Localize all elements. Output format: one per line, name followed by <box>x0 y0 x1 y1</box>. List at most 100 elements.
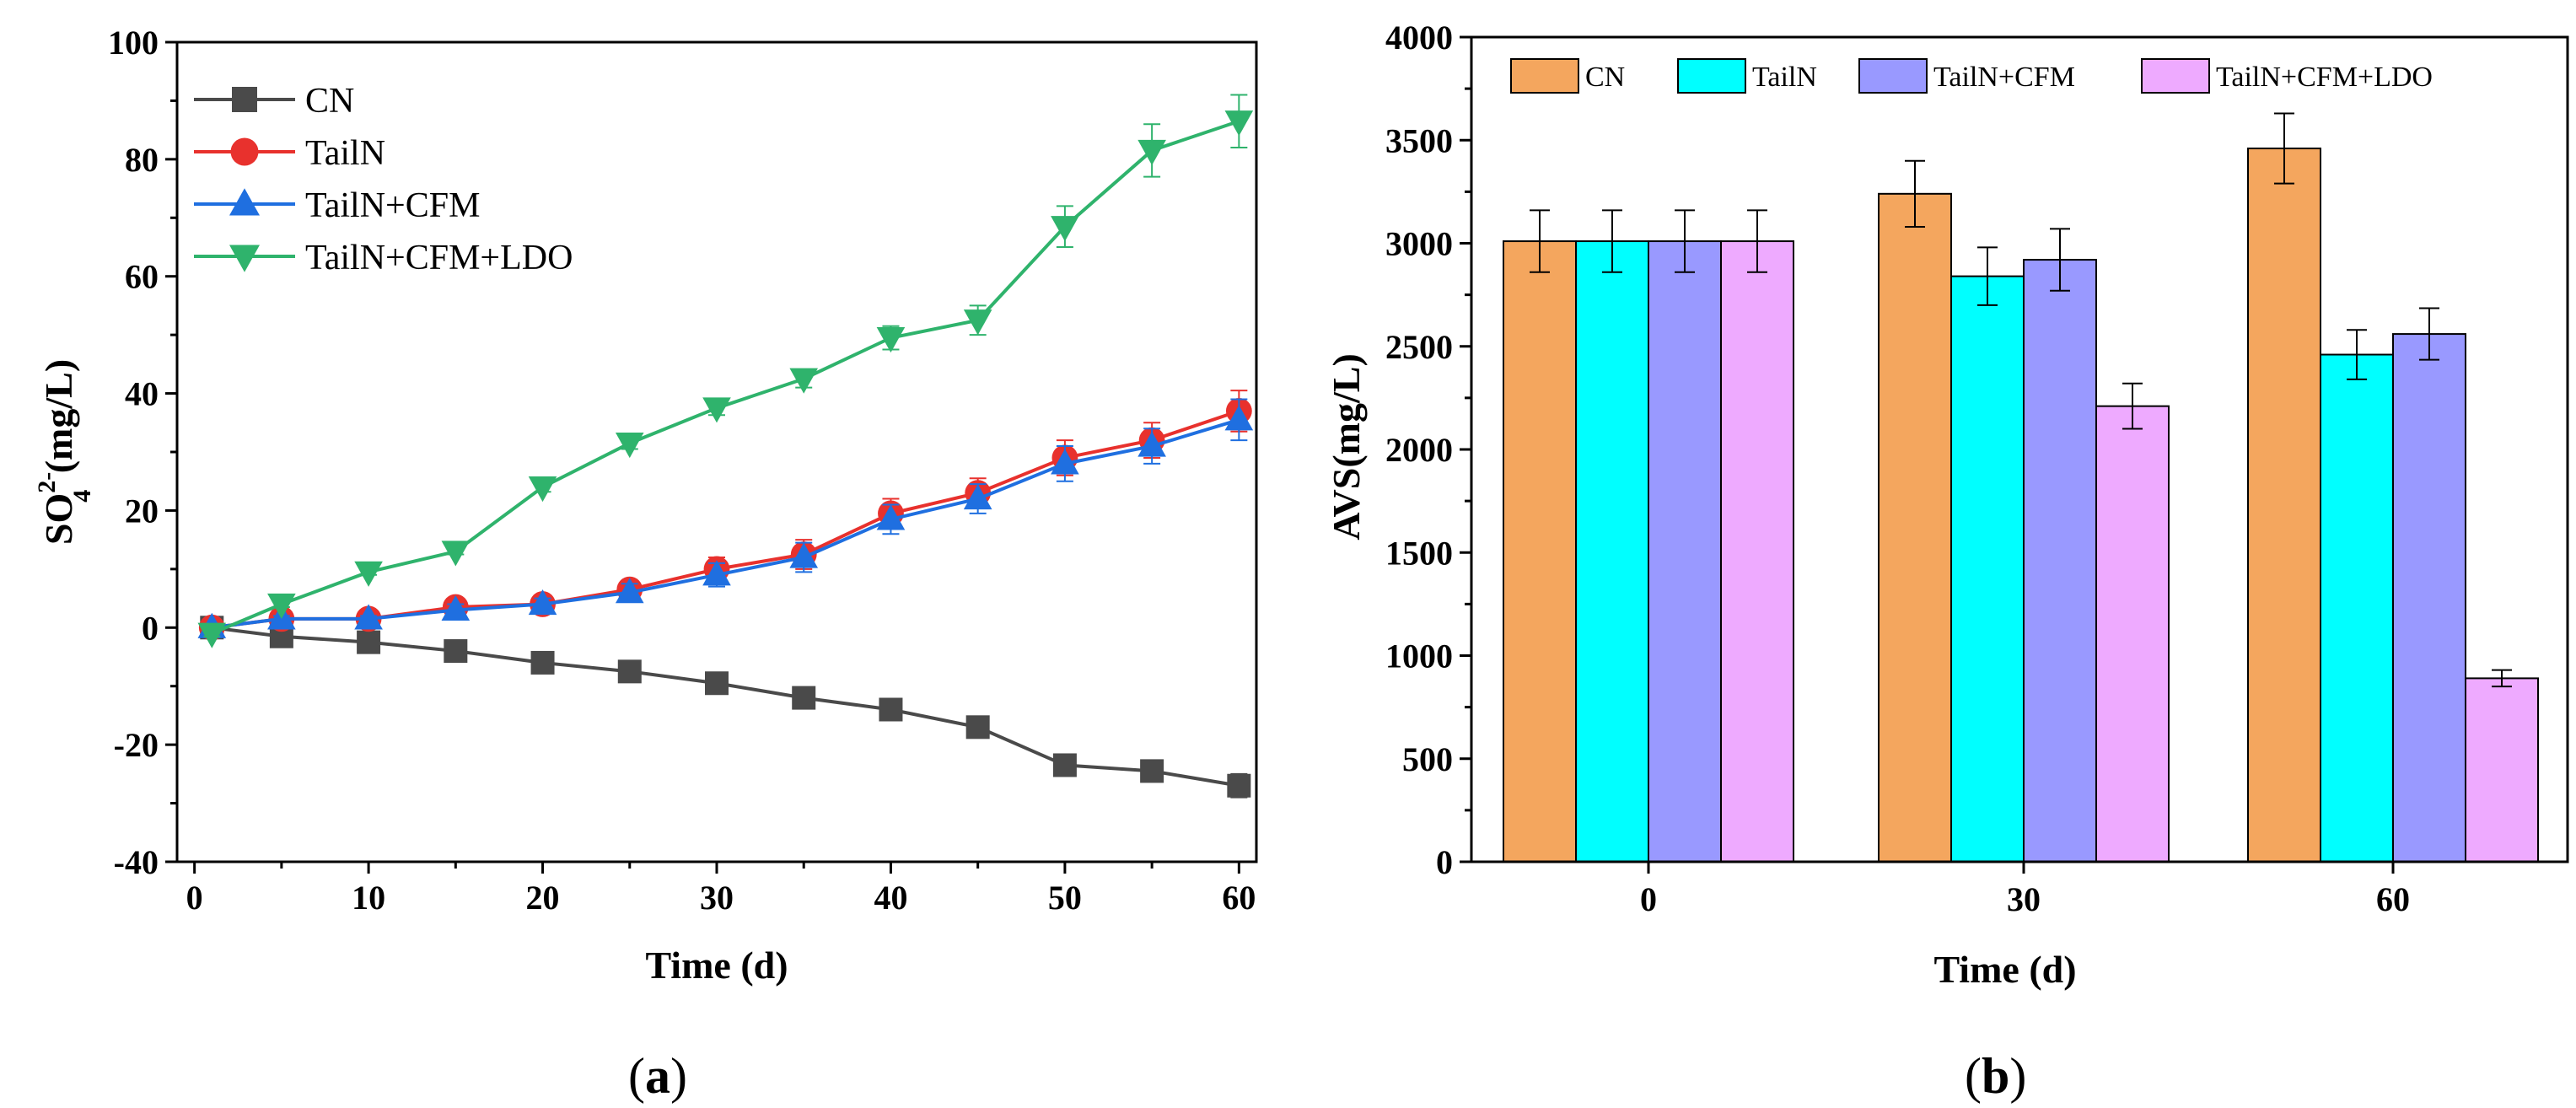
panel-a-series <box>197 94 1254 799</box>
legend-item-cn: CN <box>1510 58 1625 94</box>
y-tick-label: 100 <box>108 24 159 62</box>
legend-label: TailN <box>1752 62 1817 93</box>
data-point-tailn-cfm <box>1224 405 1254 431</box>
data-point-cn <box>1140 759 1164 783</box>
y-tick-label: -20 <box>114 726 159 764</box>
legend-label: TailN+CFM <box>1933 62 2075 93</box>
legend-item-tailn: TailN <box>194 134 385 173</box>
data-point-tailn-cfm <box>354 604 383 630</box>
data-point-cn <box>617 659 642 684</box>
panel-b-x-axis-title: Time (d) <box>1933 948 2076 991</box>
y-tick-label: 20 <box>125 492 159 530</box>
panel-b-label-open: ( <box>1965 1048 1982 1104</box>
data-point-cn <box>1227 773 1251 798</box>
panel-a-y-axis-title: SO2- 4 (mg/L) <box>33 359 96 545</box>
legend-label: CN <box>1585 62 1625 93</box>
x-tick-label: 30 <box>700 879 734 917</box>
panel-b-bars <box>1503 112 2539 863</box>
series-tailn-cfm-ldo <box>197 94 1254 648</box>
panel-b-y-axis-title: AVS(mg/L) <box>1325 353 1368 541</box>
y-tick-label: 4000 <box>1385 19 1453 56</box>
y-tick-label: 1000 <box>1385 637 1453 675</box>
bar-cn-0 <box>1503 240 1577 863</box>
y-tick-label: 500 <box>1402 740 1453 778</box>
series-tailn-cfm <box>197 398 1254 638</box>
data-point-tailn-cfm-ldo <box>441 541 471 567</box>
x-tick-label: 40 <box>874 879 907 917</box>
legend-marker <box>229 245 260 272</box>
data-point-tailn-cfm <box>615 578 644 604</box>
legend-item-tailn-cfm-ldo: TailN+CFM+LDO <box>2141 58 2433 94</box>
legend-item-cn: CN <box>194 82 354 121</box>
legend-swatch <box>1677 58 1746 94</box>
panel-a-tick-labels: -40 -20 0 20 40 60 80 100 0 10 20 30 40 50 60 <box>108 24 1256 917</box>
legend-marker <box>232 87 257 112</box>
y-tick-label: 2500 <box>1385 328 1453 366</box>
data-point-tailn-cfm <box>963 484 992 510</box>
y-tick-label: 40 <box>125 375 159 413</box>
data-point-tailn-cfm-ldo <box>267 593 296 620</box>
legend-label: TailN+CFM <box>305 186 480 225</box>
bar-tailn-cfm-ldo-0 <box>1720 240 1794 863</box>
legend-item-tailn-cfm: TailN+CFM <box>1858 58 2075 94</box>
bar-cn-60 <box>2247 148 2321 863</box>
y-title-unit: (mg/L) <box>37 359 80 483</box>
data-point-tailn-cfm <box>876 504 906 530</box>
bar-tailn-cfm-30 <box>2023 259 2097 863</box>
data-point-cn <box>965 715 990 740</box>
y-tick-label: -40 <box>114 843 159 881</box>
panel-a-label-open: ( <box>628 1048 645 1104</box>
data-point-tailn-cfm-ldo <box>354 561 383 587</box>
legend-label: TailN+CFM+LDO <box>305 239 573 277</box>
y-tick-label: 0 <box>1436 843 1453 881</box>
x-tick-label: 20 <box>526 879 560 917</box>
panel-a-label-letter: a <box>645 1048 670 1104</box>
y-tick-label: 80 <box>125 141 159 179</box>
data-point-tailn-cfm <box>1051 449 1079 475</box>
legend-label: TailN <box>305 134 385 173</box>
y-tick-label: 2000 <box>1385 431 1453 469</box>
x-tick-label: 60 <box>1222 879 1256 917</box>
data-point-tailn-cfm-ldo <box>615 432 644 459</box>
bar-tailn-30 <box>1950 275 2025 863</box>
x-tick-label: 0 <box>1640 880 1657 918</box>
y-title-subscript: 4 <box>68 490 96 503</box>
y-title-superscript: 2- <box>33 472 61 493</box>
bar-tailn-cfm-0 <box>1648 240 1722 863</box>
data-point-tailn-cfm <box>441 594 471 621</box>
legend-item-tailn-cfm: TailN+CFM <box>194 186 480 225</box>
panel-a-line-chart: -40 -20 0 20 40 60 80 100 0 10 20 30 40 50 60 Time (d)… <box>33 24 1258 1104</box>
data-point-tailn-cfm-ldo <box>1051 216 1079 242</box>
data-point-cn <box>1052 753 1077 777</box>
bar-group-0 <box>1503 209 1794 863</box>
data-point-tailn-cfm-ldo <box>1224 110 1254 137</box>
panel-b-bar-chart: 0 500 1000 1500 2000 2500 3000 3500 4000 0 30 60 Ti… <box>1325 19 2569 1104</box>
data-point-tailn-cfm <box>1137 431 1166 457</box>
bar-group-60 <box>2247 112 2539 863</box>
y-tick-label: 1500 <box>1385 534 1453 572</box>
legend-marker <box>230 137 259 166</box>
legend-swatch <box>1510 58 1579 94</box>
data-point-tailn-cfm-ldo <box>702 397 731 423</box>
x-tick-label: 60 <box>2376 880 2410 918</box>
bar-group-30 <box>1878 159 2170 863</box>
y-tick-label: 60 <box>125 258 159 296</box>
x-tick-label: 50 <box>1048 879 1082 917</box>
legend-label: TailN+CFM+LDO <box>2216 62 2433 93</box>
y-title-main: SO <box>37 493 80 545</box>
data-point-tailn-cfm-ldo <box>528 476 557 503</box>
panel-b-label-letter: b <box>1982 1048 2009 1104</box>
data-point-cn <box>705 671 729 696</box>
y-tick-label: 3500 <box>1385 121 1453 159</box>
panel-b-ticks: 0 500 1000 1500 2000 2500 3000 3500 4000 0 30 60 <box>1385 19 2410 918</box>
series-tailn <box>198 390 1252 641</box>
legend-item-tailn-cfm-ldo: TailN+CFM+LDO <box>194 239 573 277</box>
data-point-tailn-cfm-ldo <box>789 368 819 394</box>
data-point-tailn-cfm-ldo <box>197 622 227 648</box>
bar-tailn-cfm-ldo-60 <box>2465 677 2539 863</box>
panel-a-legend: CN TailN TailN+CFM TailN+CFM+LDO <box>194 82 573 277</box>
series-line-tailn <box>212 409 1240 630</box>
panel-b-label-close: ) <box>2009 1048 2026 1104</box>
data-point-tailn-cfm-ldo <box>963 309 992 336</box>
y-tick-label: 0 <box>142 609 159 647</box>
